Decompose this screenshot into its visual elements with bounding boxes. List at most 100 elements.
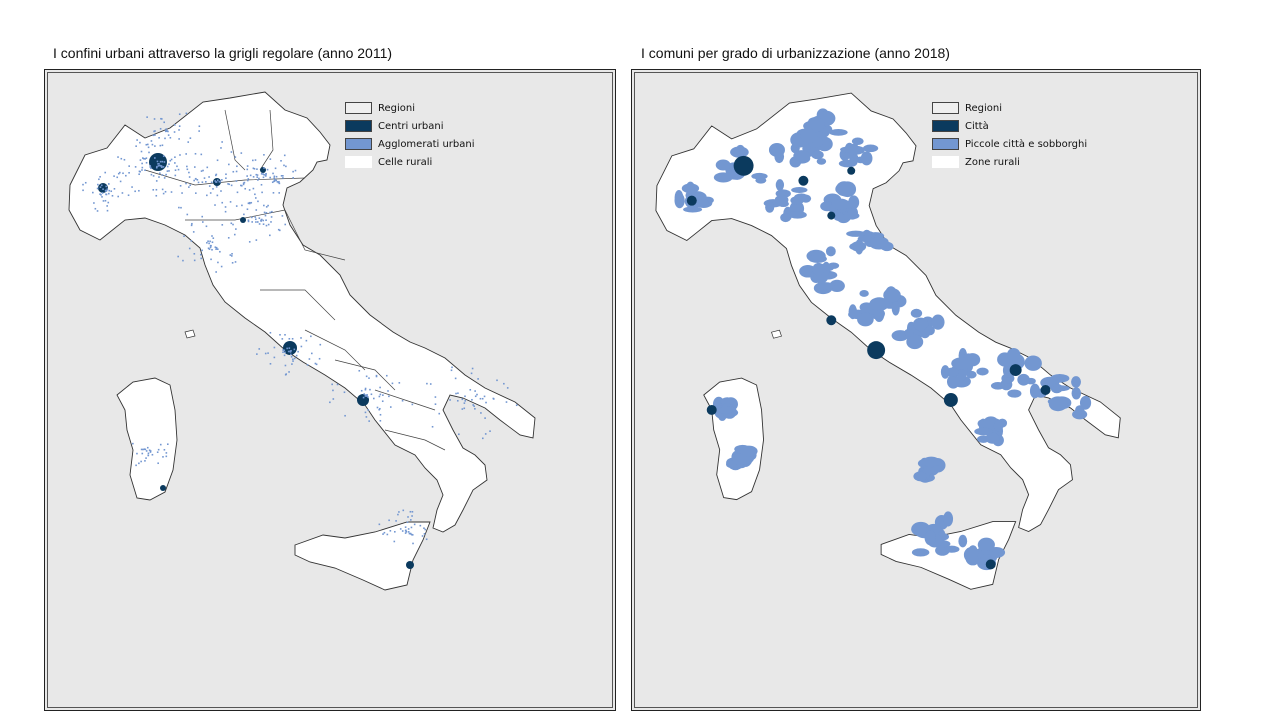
town-area xyxy=(1051,385,1070,392)
urban-light-patches xyxy=(82,112,518,545)
legend-item-piccole-citta: Piccole città e sobborghi xyxy=(932,135,1087,153)
right-map-title: I comuni per grado di urbanizzazione (an… xyxy=(641,45,950,61)
urban-cell xyxy=(152,134,155,137)
urban-cell xyxy=(310,335,312,338)
urban-cell xyxy=(142,448,144,451)
urban-cell xyxy=(202,169,204,172)
urban-cell xyxy=(270,216,273,218)
urban-cell xyxy=(106,205,108,207)
urban-cell xyxy=(364,395,367,397)
urban-cell xyxy=(210,258,212,261)
urban-cell xyxy=(411,403,414,406)
urban-cell xyxy=(181,192,183,194)
sardinia-shape xyxy=(703,377,764,501)
urban-cell xyxy=(362,396,365,399)
urban-cell xyxy=(162,155,165,157)
urban-cell xyxy=(246,168,249,171)
urban-cell xyxy=(97,183,99,186)
urban-cell xyxy=(160,165,162,167)
right-map-frame: Regioni Città Piccole città e sobborghi … xyxy=(631,69,1201,711)
urban-cell xyxy=(284,333,286,336)
urban-cell xyxy=(176,165,178,168)
urban-cell xyxy=(140,460,142,463)
urban-cell xyxy=(368,377,370,379)
city-area xyxy=(686,195,697,206)
urban-cell xyxy=(229,254,232,256)
urban-cell xyxy=(106,188,109,190)
urban-cell xyxy=(158,162,160,165)
town-area xyxy=(683,206,703,213)
urban-cell xyxy=(284,373,287,376)
urban-cell xyxy=(218,180,221,183)
urban-cell xyxy=(250,201,253,204)
legend-item-centri-urbani: Centri urbani xyxy=(345,117,474,135)
urban-cell xyxy=(188,176,191,178)
urban-cell xyxy=(378,395,381,398)
urban-cell xyxy=(247,220,250,223)
urban-cell xyxy=(199,253,202,256)
urban-cell xyxy=(208,176,210,178)
urban-cell xyxy=(145,143,148,146)
urban-cell xyxy=(288,371,290,373)
urban-cell xyxy=(167,134,170,136)
urban-cell xyxy=(271,210,273,213)
urban-cell xyxy=(215,173,218,176)
urban-cell xyxy=(282,351,284,354)
urban-cell xyxy=(235,228,237,230)
urban-cell xyxy=(205,225,208,228)
urban-cell xyxy=(332,398,335,400)
urban-cell xyxy=(110,190,113,193)
urban-cell xyxy=(156,160,159,163)
urban-cell xyxy=(178,129,180,131)
urban-cell xyxy=(164,190,167,193)
town-area xyxy=(811,150,824,160)
urban-cell xyxy=(434,396,437,398)
urban-cell xyxy=(231,262,234,264)
urban-cell xyxy=(331,383,333,386)
left-map-title: I confini urbani attraverso la grigli re… xyxy=(53,45,393,61)
urban-cell xyxy=(365,395,368,397)
urban-cell xyxy=(206,194,208,197)
urban-cell xyxy=(297,350,299,353)
urban-cell xyxy=(94,207,97,210)
urban-cell xyxy=(273,346,276,349)
town-area xyxy=(924,530,936,546)
urban-cell xyxy=(271,181,274,184)
urban-cell xyxy=(503,382,505,385)
urban-cell xyxy=(272,172,274,175)
urban-cell xyxy=(119,180,122,183)
city-area xyxy=(826,315,837,326)
urban-cell xyxy=(131,186,133,188)
urban-cell xyxy=(404,529,407,532)
urban-cell xyxy=(145,457,147,459)
urban-cell xyxy=(150,173,153,176)
sicily-shape xyxy=(294,521,431,591)
urban-cell xyxy=(292,177,294,179)
urban-cell xyxy=(82,189,84,192)
urban-cell xyxy=(284,223,287,226)
urban-cell xyxy=(221,179,223,181)
urban-cell xyxy=(232,223,234,226)
urban-cell xyxy=(274,178,276,181)
urban-cell xyxy=(276,181,279,183)
urban-cell xyxy=(230,255,233,257)
urban-cell xyxy=(266,168,269,171)
urban-cell xyxy=(292,170,294,173)
urban-center xyxy=(357,394,369,406)
urban-cell xyxy=(455,392,457,395)
urban-cell xyxy=(216,159,219,162)
urban-cell xyxy=(230,184,233,187)
urban-cell xyxy=(254,218,257,221)
town-area xyxy=(825,246,836,257)
urban-cell xyxy=(231,252,233,255)
urban-cell xyxy=(104,171,107,174)
urban-cell xyxy=(132,442,134,445)
left-map-frame: Regioni Centri urbani Agglomerati urbani… xyxy=(44,69,616,711)
urban-cell xyxy=(280,160,282,162)
urban-cell xyxy=(409,533,412,535)
urban-cell xyxy=(145,450,148,452)
urban-cell xyxy=(221,141,223,143)
urban-cell xyxy=(406,521,409,524)
town-area xyxy=(869,297,890,311)
town-area xyxy=(775,179,785,191)
